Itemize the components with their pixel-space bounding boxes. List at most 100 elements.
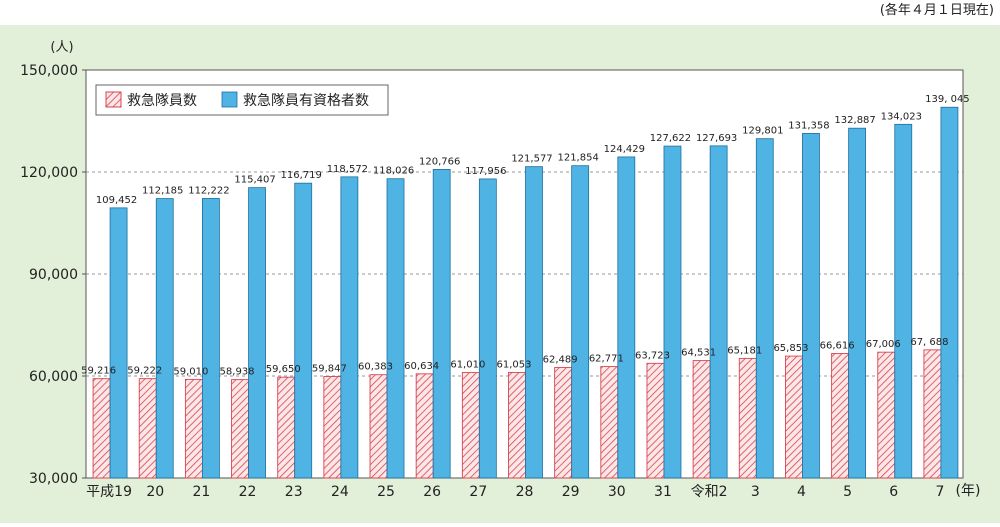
x-tick-label: 4 — [797, 484, 806, 500]
x-tick-label: 28 — [516, 484, 534, 500]
data-label-qualified: 124,429 — [604, 144, 645, 155]
x-tick-label: 25 — [377, 484, 395, 500]
bar-members — [369, 374, 388, 479]
bar-members — [277, 376, 296, 479]
bar-qualified — [109, 207, 128, 479]
data-label-members: 61,010 — [450, 360, 485, 371]
data-label-members: 65,181 — [727, 345, 762, 356]
bar-qualified — [478, 178, 497, 479]
x-axis: 平成19 20 21 22 23 24 25 26 27 28 29 30 31 令和2 3 4 5 6 7 — [86, 484, 944, 500]
x-tick-label: 29 — [562, 484, 580, 500]
data-label-members: 62,771 — [589, 354, 624, 365]
bar-members — [508, 371, 526, 479]
data-label-members: 66,616 — [820, 341, 855, 352]
legend-box — [95, 84, 389, 116]
bar-qualified — [940, 106, 959, 479]
data-label-qualified: 127,622 — [650, 133, 691, 144]
data-label-qualified: 109,452 — [96, 195, 137, 206]
bar-members — [784, 355, 803, 479]
y-tick-label: 150,000 — [20, 63, 78, 79]
x-tick-label: 30 — [608, 484, 626, 500]
bar-qualified — [663, 145, 682, 479]
data-label-qualified: 131,358 — [788, 120, 829, 131]
data-label-qualified: 118,026 — [373, 166, 414, 177]
bar-qualified — [848, 127, 867, 479]
bar-qualified — [386, 178, 405, 479]
y-tick-label: 120,000 — [20, 165, 78, 181]
data-label-members: 64,531 — [681, 348, 716, 359]
data-label-members: 65,853 — [773, 343, 808, 354]
x-tick-label: 22 — [239, 484, 257, 500]
bar-members — [600, 366, 619, 479]
bar-qualified — [155, 198, 174, 479]
x-tick-label: 5 — [843, 484, 852, 500]
bar-members — [138, 378, 157, 479]
bar-qualified — [709, 145, 728, 479]
bar-qualified — [432, 168, 451, 479]
y-tick-label: 90,000 — [29, 267, 78, 283]
bar-members — [738, 357, 757, 479]
data-label-members: 61,053 — [497, 359, 532, 370]
x-tick-label: 21 — [192, 484, 210, 500]
data-label-qualified: 120,766 — [419, 156, 460, 167]
bar-members — [923, 349, 942, 479]
data-label-members: 67, 688 — [910, 337, 948, 348]
bar-qualified — [201, 198, 220, 479]
y-tick-label: 60,000 — [29, 369, 78, 385]
data-label-qualified: 116,719 — [281, 170, 322, 181]
bar-members — [877, 351, 896, 479]
legend: 救急隊員数 救急隊員有資格者数 — [95, 84, 389, 116]
data-label-qualified: 139, 045 — [925, 94, 970, 105]
data-label-members: 59,222 — [127, 366, 162, 377]
data-label-members: 59,847 — [312, 364, 347, 375]
x-tick-label: 23 — [285, 484, 303, 500]
bar-members — [231, 379, 250, 479]
bar-members — [461, 372, 480, 479]
data-label-qualified: 121,577 — [511, 154, 552, 165]
bar-members — [92, 378, 111, 479]
x-unit-label: (年) — [956, 483, 981, 499]
x-tick-label: 27 — [469, 484, 487, 500]
bar-qualified — [248, 187, 266, 479]
data-label-members: 63,723 — [635, 350, 670, 361]
bar-qualified — [571, 165, 590, 479]
legend-label-qualified: 救急隊員有資格者数 — [243, 93, 369, 109]
data-label-qualified: 118,572 — [327, 164, 368, 175]
data-label-qualified: 112,222 — [188, 185, 229, 196]
data-label-qualified: 112,185 — [142, 186, 183, 197]
data-label-members: 59,216 — [81, 366, 116, 377]
x-tick-label: 3 — [751, 484, 760, 500]
bar-members — [646, 362, 665, 479]
data-label-members: 62,489 — [543, 355, 578, 366]
bars — [92, 106, 959, 479]
data-label-members: 60,634 — [404, 361, 439, 372]
data-label-qualified: 121,854 — [557, 153, 598, 164]
date-note: (各年４月１日現在) — [880, 2, 994, 18]
x-tick-label: 7 — [935, 484, 944, 500]
bar-qualified — [525, 166, 543, 479]
x-tick-label: 26 — [423, 484, 441, 500]
bar-qualified — [617, 156, 636, 479]
bar-qualified — [755, 138, 774, 479]
data-label-members: 60,383 — [358, 362, 393, 373]
bar-members — [323, 376, 342, 479]
x-tick-label: 平成19 — [86, 484, 132, 500]
data-label-qualified: 117,956 — [465, 166, 506, 177]
y-axis: 30,000 60,000 90,000 120,000 150,000 — [20, 63, 86, 487]
bar-members — [554, 367, 573, 479]
bar-qualified — [340, 176, 359, 479]
data-label-qualified: 115,407 — [234, 175, 275, 186]
bar-qualified — [802, 132, 820, 479]
bar-members — [831, 353, 850, 479]
data-label-qualified: 132,887 — [834, 115, 875, 126]
data-label-qualified: 129,801 — [742, 126, 783, 137]
y-unit-label: (人) — [50, 40, 73, 55]
x-tick-label: 20 — [146, 484, 164, 500]
y-tick-label: 30,000 — [29, 471, 78, 487]
data-label-members: 58,938 — [220, 367, 255, 378]
bar-members — [184, 378, 203, 479]
data-labels: 59,216 109,452 59,222 112,185 59,010 112,222 5… — [81, 94, 970, 377]
x-tick-label: 6 — [889, 484, 898, 500]
